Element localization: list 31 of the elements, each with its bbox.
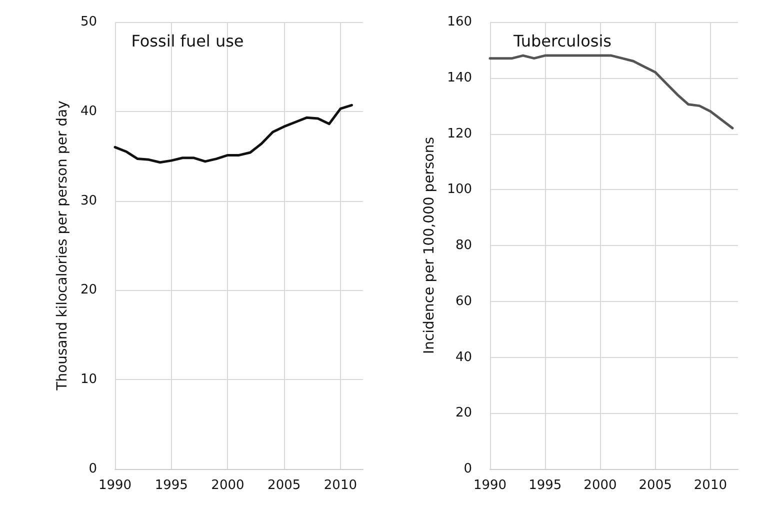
y-tick-label: 60 xyxy=(455,294,472,309)
x-tick-label: 1990 xyxy=(98,478,132,493)
x-tick-label: 2000 xyxy=(211,478,244,493)
y-tick-label: 0 xyxy=(464,462,472,476)
x-tick-label: 1995 xyxy=(528,478,562,493)
y-tick-label: 10 xyxy=(80,372,97,388)
y-tick-label: 40 xyxy=(80,104,97,119)
x-tick-label: 1990 xyxy=(473,478,507,493)
line-series xyxy=(488,54,734,130)
y-tick-label: 160 xyxy=(447,14,472,30)
x-tick-label: 2005 xyxy=(268,478,301,493)
y-tick-label: 0 xyxy=(88,462,97,476)
y-tick-label: 80 xyxy=(455,238,472,253)
y-tick-label: 120 xyxy=(447,126,472,142)
y-axis-title: Incidence per 100,000 persons xyxy=(421,136,438,354)
x-tick-label: 2010 xyxy=(694,478,727,493)
line-series xyxy=(114,104,353,164)
y-tick-label: 100 xyxy=(447,182,472,198)
y-tick-label: 140 xyxy=(447,70,472,86)
y-tick-label: 20 xyxy=(455,406,472,421)
x-tick-label: 2000 xyxy=(584,478,617,493)
x-tick-label: 1995 xyxy=(154,478,188,493)
x-tick-label: 2010 xyxy=(324,478,357,493)
text: Tuberculosis xyxy=(512,32,612,50)
y-tick-label: 50 xyxy=(80,14,97,30)
y-tick-label: 20 xyxy=(80,282,97,298)
y-axis-title: Thousand kilocalories per person per day xyxy=(54,100,71,392)
y-tick-label: 30 xyxy=(80,193,97,208)
y-tick-label: 40 xyxy=(455,350,472,365)
x-tick-label: 2005 xyxy=(638,478,672,493)
text: Fossil fuel use xyxy=(131,32,244,50)
